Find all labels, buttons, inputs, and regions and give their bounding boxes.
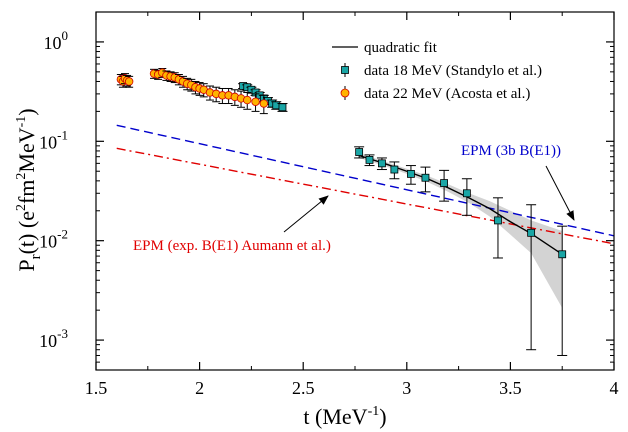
data-point-18mev: [390, 165, 399, 174]
data-point-18mev: [407, 169, 415, 178]
fit-band: [359, 153, 563, 309]
annotation-epm-aumann-arrow: [283, 195, 329, 233]
y-tick-label: 100: [44, 28, 69, 53]
data-point-18mev: [378, 159, 386, 168]
y-tick-label: 10-3: [39, 326, 68, 351]
x-tick-label: 2.5: [292, 378, 315, 398]
x-axis-label: t (MeV-1): [303, 404, 386, 429]
data-point-18mev: [527, 228, 536, 237]
x-tick-label: 3: [402, 378, 411, 398]
annotation-epm-3b: EPM (3b B(E1)): [461, 143, 561, 159]
y-axis-ticks: 10-3 10-2 10-1 100: [39, 11, 614, 371]
data-point-22mev: [243, 95, 252, 105]
data-point-18mev: [278, 103, 287, 112]
data-point-18mev: [421, 173, 430, 182]
data-point-18mev: [462, 189, 471, 198]
annotation-epm-aumann: EPM (exp. B(E1) Aumann et al.): [133, 238, 331, 254]
data-point-22mev: [124, 77, 134, 86]
y-axis-label: Pr(t) (e2fm2MeV-1): [14, 108, 44, 271]
legend: quadratic fit data 18 MeV (Standylo et a…: [332, 40, 542, 102]
legend-22mev-circle-swatch: [340, 88, 350, 98]
legend-fit-label: quadratic fit: [364, 40, 438, 56]
annotation-epm-3b-arrow: [545, 165, 575, 221]
legend-18mev-square-swatch: [341, 66, 349, 74]
data-point-22mev: [251, 97, 260, 106]
x-tick-label: 3.5: [499, 378, 522, 398]
y-tick-label: 10-1: [39, 127, 68, 152]
x-tick-label: 2: [195, 378, 204, 398]
x-tick-label: 4: [610, 378, 619, 398]
data-point-18mev: [365, 156, 374, 164]
x-axis-ticks: 1.5 2 2.5 3 3.5 4: [85, 12, 619, 398]
epm-3b-line: [116, 124, 614, 237]
data-point-18mev: [494, 216, 502, 225]
data-point-22mev: [259, 99, 269, 108]
data-point-18mev: [558, 250, 567, 259]
data-point-18mev: [440, 179, 448, 187]
legend-22mev-label: data 22 MeV (Acosta et al.): [364, 86, 530, 102]
data-point-18mev: [355, 148, 364, 156]
legend-18mev-label: data 18 MeV (Standylo et al.): [364, 63, 542, 79]
x-tick-label: 1.5: [85, 378, 108, 398]
fit-uncertainty-band: [359, 153, 563, 309]
data-points: [116, 68, 568, 356]
y-tick-label: 10-2: [39, 227, 68, 252]
